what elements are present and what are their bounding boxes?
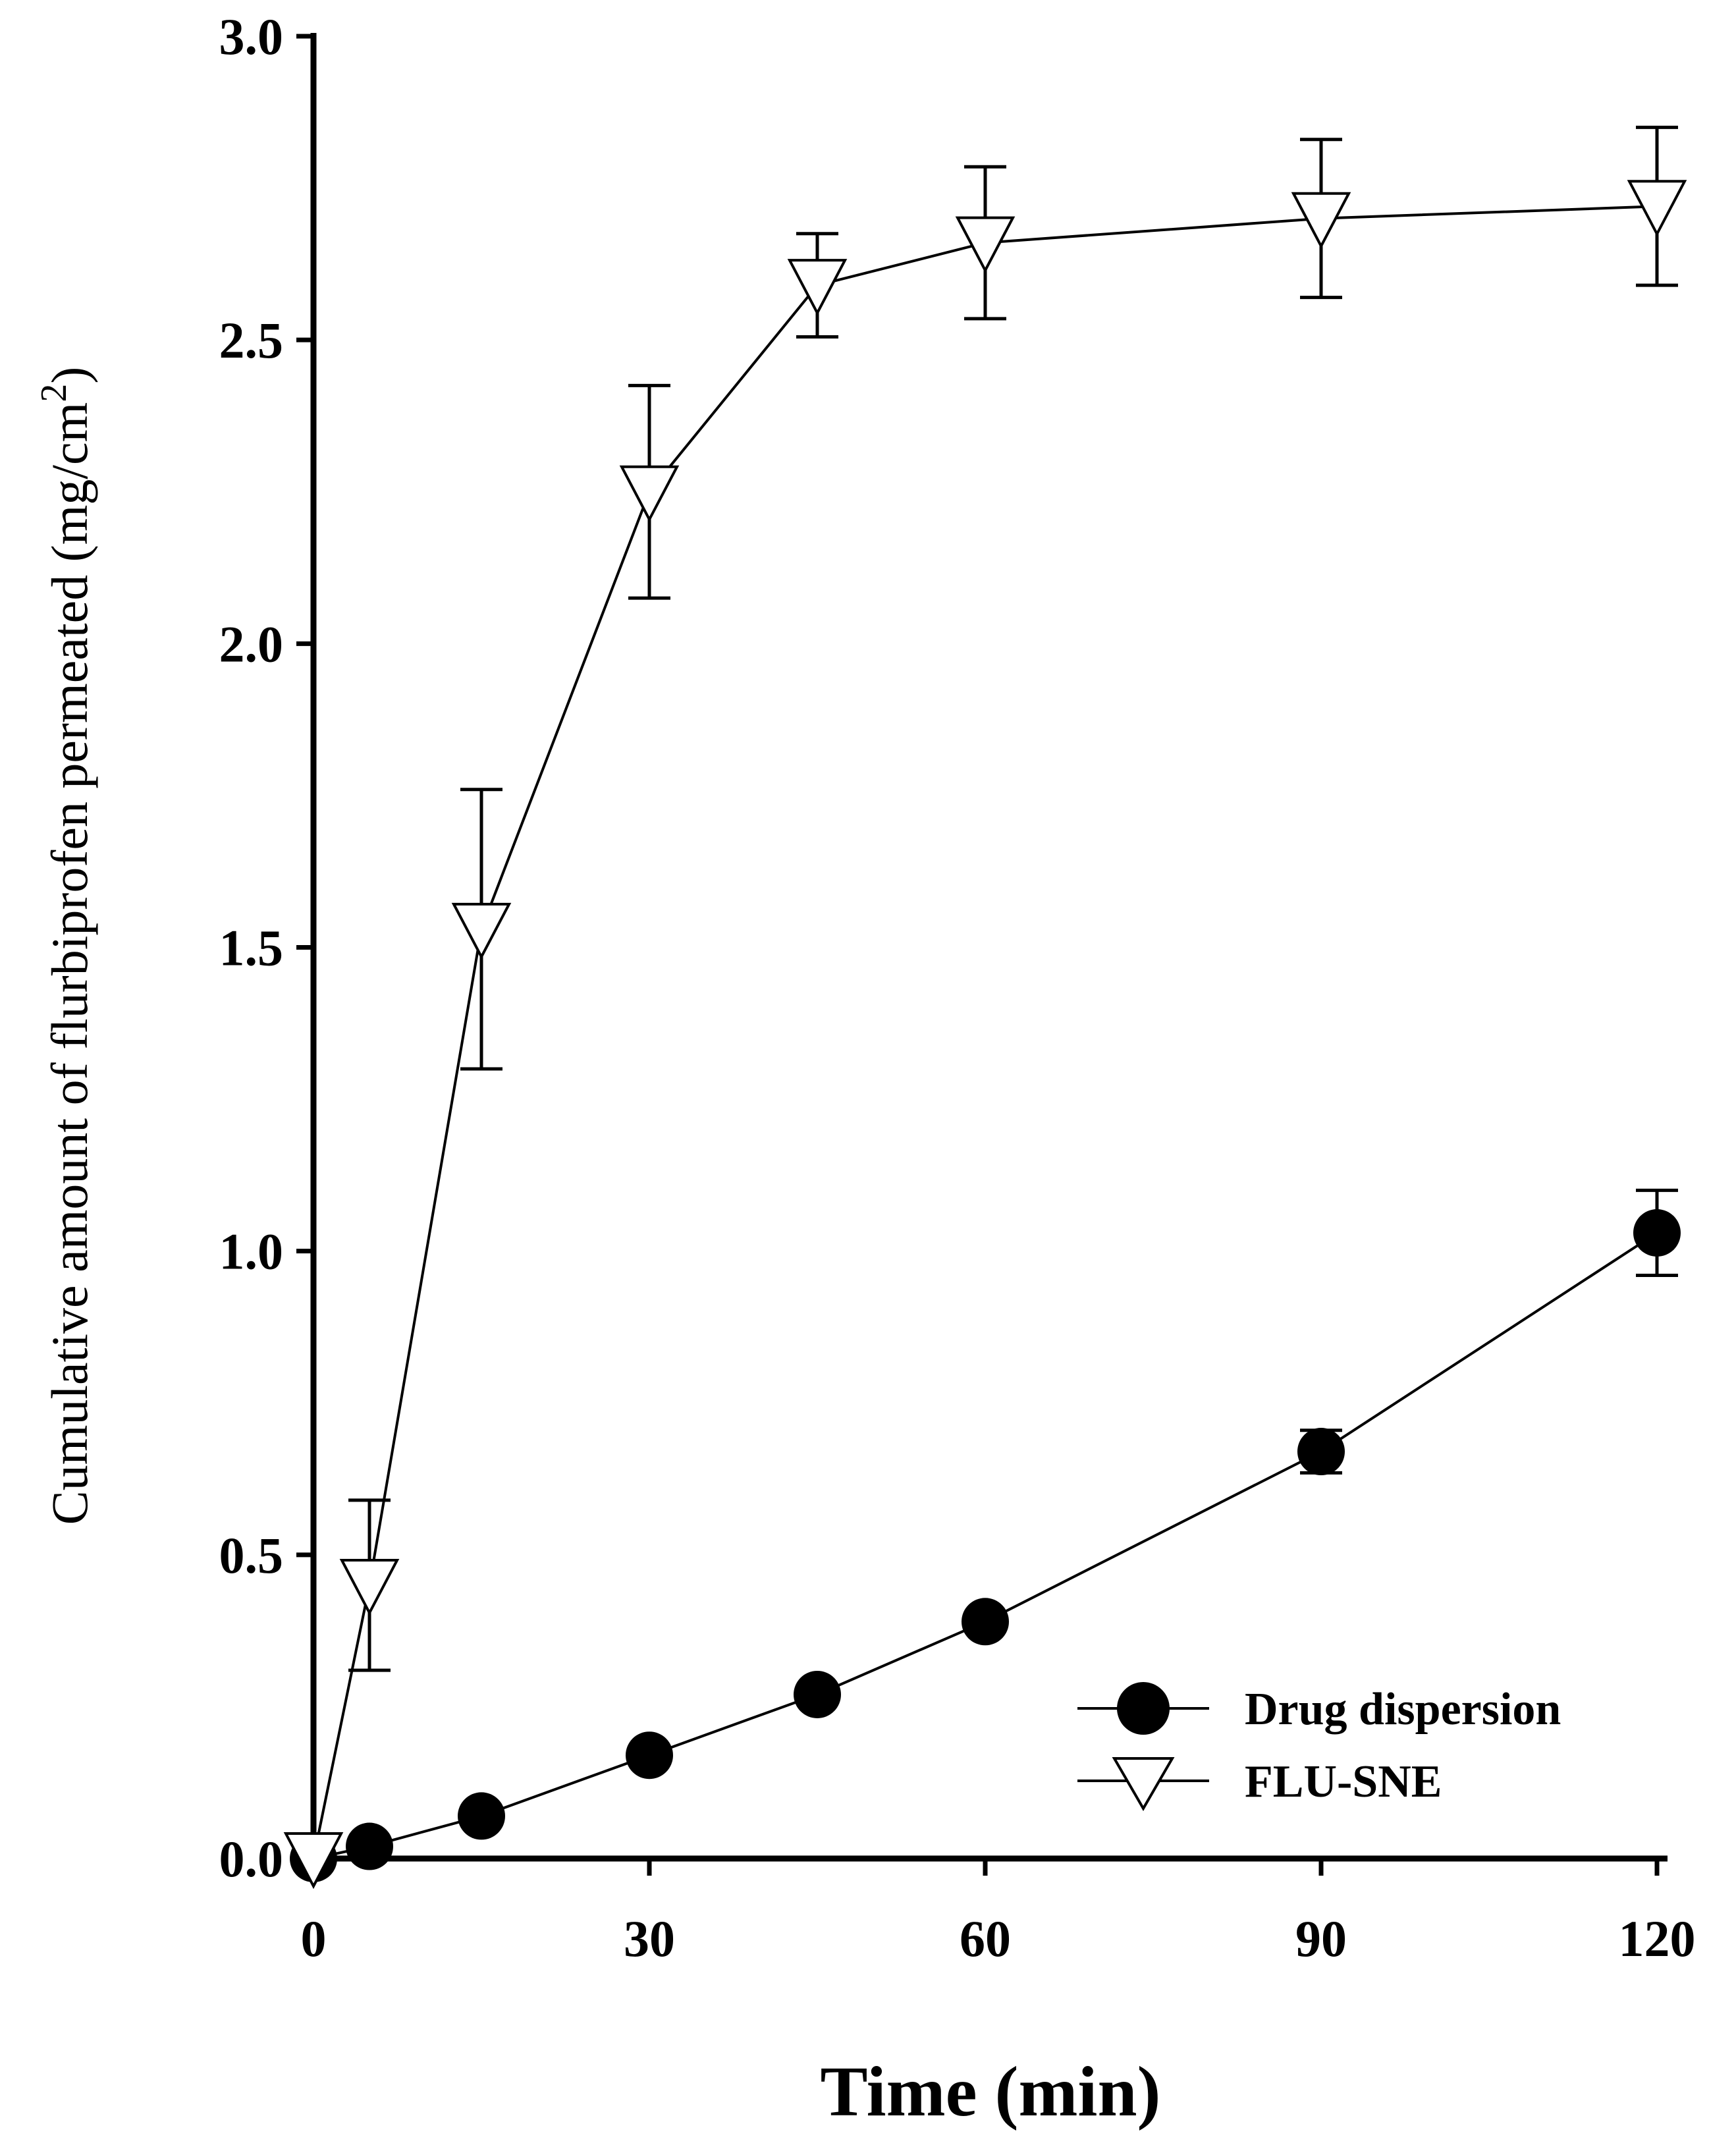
series-line-drug-dispersion [313, 1232, 1658, 1860]
marker-drug-dispersion [1297, 1428, 1345, 1476]
marker-flu-sne [451, 902, 512, 960]
y-tick-label: 3.0 [219, 8, 284, 65]
y-tick-label: 0.5 [219, 1527, 284, 1584]
legend-label-drug-dispersion: Drug dispersion [1245, 1684, 1561, 1735]
y-tick-label: 1.0 [219, 1223, 284, 1280]
ticks [296, 34, 1660, 1876]
marker-flu-sne [1291, 192, 1351, 250]
marker-drug-dispersion [346, 1822, 393, 1870]
legend-item-flu-sne: FLU-SNE [1077, 1756, 1442, 1811]
x-tick-label: 30 [624, 1910, 675, 1967]
marker-drug-dispersion [1633, 1209, 1681, 1257]
marker-drug-dispersion [458, 1792, 505, 1840]
axes [310, 33, 1668, 1862]
y-axis-label-sup: 2 [34, 384, 74, 402]
x-tick-label: 60 [960, 1910, 1011, 1967]
marker-flu-sne [1627, 180, 1687, 237]
y-tick-label: 2.0 [219, 615, 284, 672]
y-tick-label: 1.5 [219, 919, 284, 977]
x-tick-label: 90 [1295, 1910, 1347, 1967]
legend-marker-flu-sne [1112, 1757, 1175, 1811]
legend-marker-drug-dispersion [1117, 1682, 1170, 1735]
legend-label-flu-sne: FLU-SNE [1245, 1756, 1442, 1807]
legend-item-drug-dispersion: Drug dispersion [1077, 1682, 1561, 1735]
y-tick-label: 2.5 [219, 312, 284, 369]
y-axis-label: Cumulative amount of flurbiprofen permea… [34, 367, 98, 1525]
marker-drug-dispersion [794, 1670, 841, 1718]
data-markers [283, 180, 1687, 1889]
marker-flu-sne [339, 1558, 400, 1616]
y-tick-label: 0.0 [219, 1830, 284, 1888]
y-axis-label-close: ) [41, 367, 98, 384]
x-tick-label: 0 [301, 1910, 327, 1967]
legend: Drug dispersion FLU-SNE [1077, 1682, 1561, 1811]
series-line-flu-sne [312, 205, 1658, 1859]
x-axis-label: Time (min) [821, 2053, 1161, 2131]
y-axis-label-main: Cumulative amount of flurbiprofen permea… [41, 402, 98, 1525]
error-bars [348, 125, 1678, 1672]
x-tick-label: 120 [1619, 1910, 1696, 1967]
marker-drug-dispersion [962, 1598, 1009, 1646]
tick-labels: 0.0 0.5 1.0 1.5 2.0 2.5 3.0 0 30 60 90 120 [219, 8, 1696, 1967]
marker-flu-sne [955, 216, 1016, 273]
marker-drug-dispersion [626, 1731, 673, 1780]
marker-flu-sne [787, 259, 848, 316]
marker-flu-sne [619, 465, 680, 523]
marker-flu-sne [283, 1832, 344, 1889]
